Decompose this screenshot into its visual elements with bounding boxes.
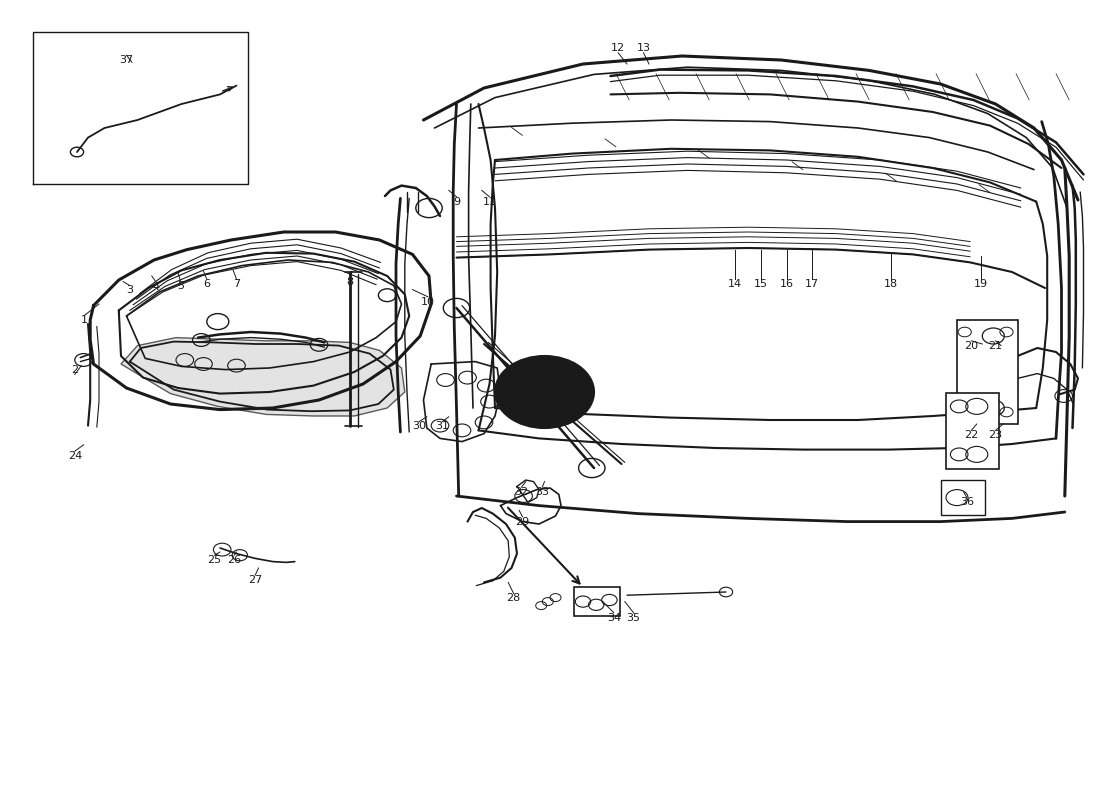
- Text: 32: 32: [515, 487, 528, 497]
- Text: 9: 9: [453, 197, 460, 206]
- Text: 6: 6: [204, 279, 210, 289]
- Polygon shape: [121, 338, 405, 416]
- Text: 23: 23: [989, 430, 1002, 440]
- Text: 15: 15: [755, 279, 768, 289]
- Text: 16: 16: [780, 279, 793, 289]
- Text: 36: 36: [960, 498, 974, 507]
- Text: 35: 35: [627, 613, 640, 622]
- Bar: [946, 393, 999, 469]
- Text: 21: 21: [989, 341, 1002, 350]
- Text: 10: 10: [421, 297, 434, 306]
- Text: 28: 28: [507, 594, 520, 603]
- Text: 8: 8: [346, 278, 353, 287]
- Text: 2: 2: [72, 365, 78, 374]
- Bar: [574, 587, 620, 616]
- Text: 4: 4: [153, 282, 159, 292]
- Text: 1: 1: [81, 315, 88, 325]
- Text: 24: 24: [68, 451, 81, 461]
- Text: 26: 26: [228, 555, 241, 565]
- Text: 27: 27: [249, 575, 262, 585]
- Bar: [940, 480, 984, 515]
- Text: 19: 19: [975, 279, 988, 289]
- Text: 14: 14: [728, 279, 741, 289]
- Text: 31: 31: [436, 422, 449, 431]
- Text: 12: 12: [612, 43, 625, 53]
- Text: 17: 17: [805, 279, 818, 289]
- Text: 33: 33: [536, 487, 549, 497]
- Text: 30: 30: [412, 422, 426, 431]
- Text: 34: 34: [607, 613, 620, 622]
- Text: 20: 20: [965, 341, 978, 350]
- Text: 25: 25: [208, 555, 221, 565]
- Text: 29: 29: [516, 517, 529, 526]
- Text: 13: 13: [637, 43, 650, 53]
- Text: 37: 37: [120, 55, 133, 65]
- Text: 18: 18: [884, 279, 898, 289]
- Text: 11: 11: [483, 197, 496, 206]
- FancyBboxPatch shape: [957, 320, 1018, 424]
- Text: 22: 22: [965, 430, 978, 440]
- Text: 3: 3: [126, 286, 133, 295]
- Circle shape: [495, 356, 594, 428]
- Text: 7: 7: [233, 279, 240, 289]
- Text: 5: 5: [177, 281, 184, 290]
